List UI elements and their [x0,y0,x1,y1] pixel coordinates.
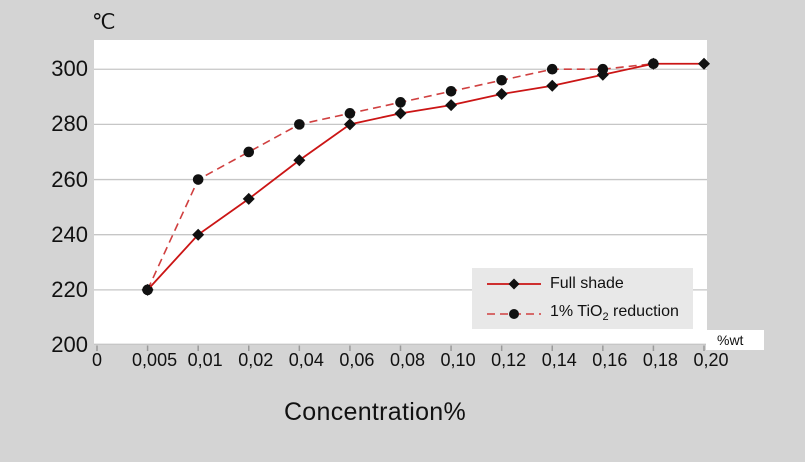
x-tick-label-0,12: 0,12 [491,350,527,370]
marker-circle [496,74,507,86]
legend-item: 1% TiO2 reduction [472,299,693,329]
legend-label: Full shade [550,274,624,292]
marker-circle [243,146,255,158]
marker-circle [294,119,305,130]
y-tick-label-280: 280 [51,111,88,137]
x-tick-label-0,18: 0,18 [642,350,678,370]
x-tick-label-0,06: 0,06 [339,350,375,370]
x-tick-label-0,02: 0,02 [238,350,274,370]
x-tick-label-0,04: 0,04 [288,350,324,370]
x-tick-label-0,01: 0,01 [187,350,223,370]
marker-diamond [647,57,660,70]
plot-area [94,40,710,351]
y-tick-label-300: 300 [51,56,88,82]
marker-diamond [495,88,508,101]
x-axis-unit-label: %wt [717,332,744,348]
x-tick-label-0,10: 0,10 [440,350,476,370]
y-tick-label-260: 260 [51,166,88,192]
marker-circle [445,85,457,97]
y-tick-label-240: 240 [51,221,88,247]
x-tick-label-0,005: 0,005 [132,350,178,370]
legend-circle-line-sample [487,308,541,319]
x-axis-unit-box: %wt [706,330,764,350]
x-tick-label-0,20: 0,20 [693,350,729,370]
marker-diamond [698,57,710,70]
x-tick-label-0,14: 0,14 [541,350,577,370]
marker-diamond [141,283,154,296]
legend: Full shade 1% TiO2 reduction [472,268,693,329]
marker-diamond [242,192,255,205]
marker-diamond [293,154,306,167]
y-axis-unit-label: ℃ [92,11,116,34]
marker-circle [192,174,204,185]
legend-label: 1% TiO2 reduction [550,303,679,324]
marker-circle [546,63,558,75]
y-tick-label-200: 200 [51,332,88,357]
x-tick-label-0,08: 0,08 [389,350,426,370]
x-tick-label-0,16: 0,16 [592,350,628,370]
marker-diamond [192,228,205,241]
legend-diamond-line-sample [487,278,541,289]
series-line-diamond [146,62,704,291]
marker-diamond [394,107,407,120]
marker-diamond [596,68,609,81]
x-axis-title: Concentration% [283,398,467,426]
x-tick-label-0: 0 [91,350,102,370]
line-chart [94,57,710,351]
marker-circle [344,108,356,119]
marker-diamond [445,99,458,112]
legend-item: Full shade [472,269,693,299]
marker-circle [395,97,406,108]
marker-diamond [343,118,356,131]
y-tick-label-220: 220 [51,276,88,302]
marker-diamond [546,79,559,92]
